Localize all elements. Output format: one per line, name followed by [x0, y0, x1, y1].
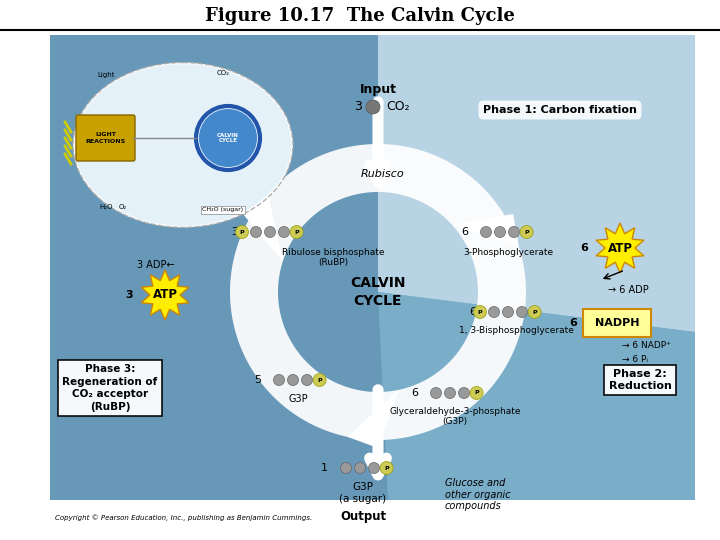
Circle shape — [380, 462, 393, 475]
Circle shape — [480, 226, 492, 238]
Polygon shape — [596, 223, 644, 273]
Circle shape — [520, 226, 533, 239]
Text: G3P: G3P — [288, 394, 308, 404]
Text: Input: Input — [359, 83, 397, 96]
Polygon shape — [347, 390, 399, 448]
Text: CH₂O (sugar): CH₂O (sugar) — [202, 207, 243, 213]
Circle shape — [341, 462, 351, 474]
Circle shape — [528, 306, 541, 319]
Text: P: P — [294, 230, 299, 234]
Circle shape — [354, 462, 366, 474]
Circle shape — [313, 374, 326, 387]
Text: Phase 3:
Regeneration of
CO₂ acceptor
(RuBP): Phase 3: Regeneration of CO₂ acceptor (R… — [63, 364, 158, 411]
Text: P: P — [240, 230, 244, 234]
Text: Rubisco: Rubisco — [361, 169, 405, 179]
Text: NADPH: NADPH — [595, 318, 639, 328]
Polygon shape — [452, 214, 518, 246]
Text: CALVIN
CYCLE: CALVIN CYCLE — [217, 133, 239, 144]
Text: → 6 NADP⁺: → 6 NADP⁺ — [622, 341, 671, 349]
Text: → 6 Pᵢ: → 6 Pᵢ — [622, 354, 648, 363]
Polygon shape — [141, 270, 189, 320]
Text: 3: 3 — [125, 290, 133, 300]
Text: 6: 6 — [461, 227, 468, 237]
PathPatch shape — [230, 144, 526, 440]
Text: 6: 6 — [469, 307, 476, 317]
Text: ATP: ATP — [608, 241, 632, 254]
Circle shape — [302, 375, 312, 386]
FancyBboxPatch shape — [583, 309, 651, 337]
Bar — [50, 35, 695, 500]
Text: G3P
(a sugar): G3P (a sugar) — [339, 482, 387, 504]
Ellipse shape — [73, 63, 293, 227]
Circle shape — [444, 388, 456, 399]
Circle shape — [459, 388, 469, 399]
Circle shape — [488, 307, 500, 318]
Polygon shape — [378, 35, 695, 332]
Text: → 6 ADP: → 6 ADP — [608, 285, 649, 295]
Text: P: P — [318, 377, 322, 382]
Circle shape — [251, 226, 261, 238]
Text: Light: Light — [97, 72, 114, 78]
Text: Ribulose bisphosphate
(RuBP): Ribulose bisphosphate (RuBP) — [282, 248, 384, 267]
Circle shape — [264, 226, 276, 238]
Text: 6: 6 — [580, 243, 588, 253]
Text: 3: 3 — [354, 100, 362, 113]
Text: Copyright © Pearson Education, Inc., publishing as Benjamin Cummings.: Copyright © Pearson Education, Inc., pub… — [55, 515, 312, 521]
Text: Glucose and
other organic
compounds: Glucose and other organic compounds — [445, 478, 510, 511]
Circle shape — [287, 375, 299, 386]
Text: Output: Output — [340, 510, 386, 523]
Text: CO₂: CO₂ — [217, 70, 230, 76]
Text: 1, 3-Bisphosphoglycerate: 1, 3-Bisphosphoglycerate — [459, 326, 573, 335]
FancyBboxPatch shape — [76, 115, 135, 161]
Circle shape — [508, 226, 520, 238]
Text: 1: 1 — [321, 463, 328, 473]
Circle shape — [290, 226, 303, 239]
Circle shape — [274, 375, 284, 386]
Text: O₂: O₂ — [119, 204, 127, 210]
Text: P: P — [384, 465, 389, 470]
Text: P: P — [477, 309, 482, 314]
Text: Phase 2:
Reduction: Phase 2: Reduction — [608, 369, 672, 391]
Polygon shape — [243, 193, 283, 261]
Text: P: P — [532, 309, 537, 314]
Circle shape — [279, 226, 289, 238]
Circle shape — [369, 462, 379, 474]
Text: H₂O: H₂O — [99, 204, 113, 210]
Text: 6: 6 — [411, 388, 418, 398]
Text: CALVIN
CYCLE: CALVIN CYCLE — [350, 276, 406, 308]
Text: LIGHT
REACTIONS: LIGHT REACTIONS — [86, 132, 126, 144]
Circle shape — [474, 306, 487, 319]
Text: Figure 10.17  The Calvin Cycle: Figure 10.17 The Calvin Cycle — [205, 7, 515, 25]
Ellipse shape — [75, 64, 291, 226]
Text: CO₂: CO₂ — [386, 100, 410, 113]
Circle shape — [199, 109, 257, 167]
Polygon shape — [50, 35, 388, 500]
Text: 5: 5 — [254, 375, 261, 385]
Text: 3-Phosphoglycerate: 3-Phosphoglycerate — [463, 248, 553, 257]
Circle shape — [431, 388, 441, 399]
Circle shape — [470, 387, 483, 400]
Circle shape — [366, 100, 380, 114]
Circle shape — [495, 226, 505, 238]
Text: Phase 1: Carbon fixation: Phase 1: Carbon fixation — [483, 105, 637, 115]
Text: P: P — [474, 390, 479, 395]
Polygon shape — [378, 292, 695, 500]
Circle shape — [516, 307, 528, 318]
Text: 3: 3 — [231, 227, 238, 237]
Text: Glyceraldehyde-3-phosphate
(G3P): Glyceraldehyde-3-phosphate (G3P) — [390, 407, 521, 427]
Text: P: P — [524, 230, 529, 234]
Circle shape — [503, 307, 513, 318]
Circle shape — [235, 226, 248, 239]
Text: 6: 6 — [569, 318, 577, 328]
Text: 3 ADP←: 3 ADP← — [137, 260, 175, 270]
Text: ATP: ATP — [153, 288, 178, 301]
